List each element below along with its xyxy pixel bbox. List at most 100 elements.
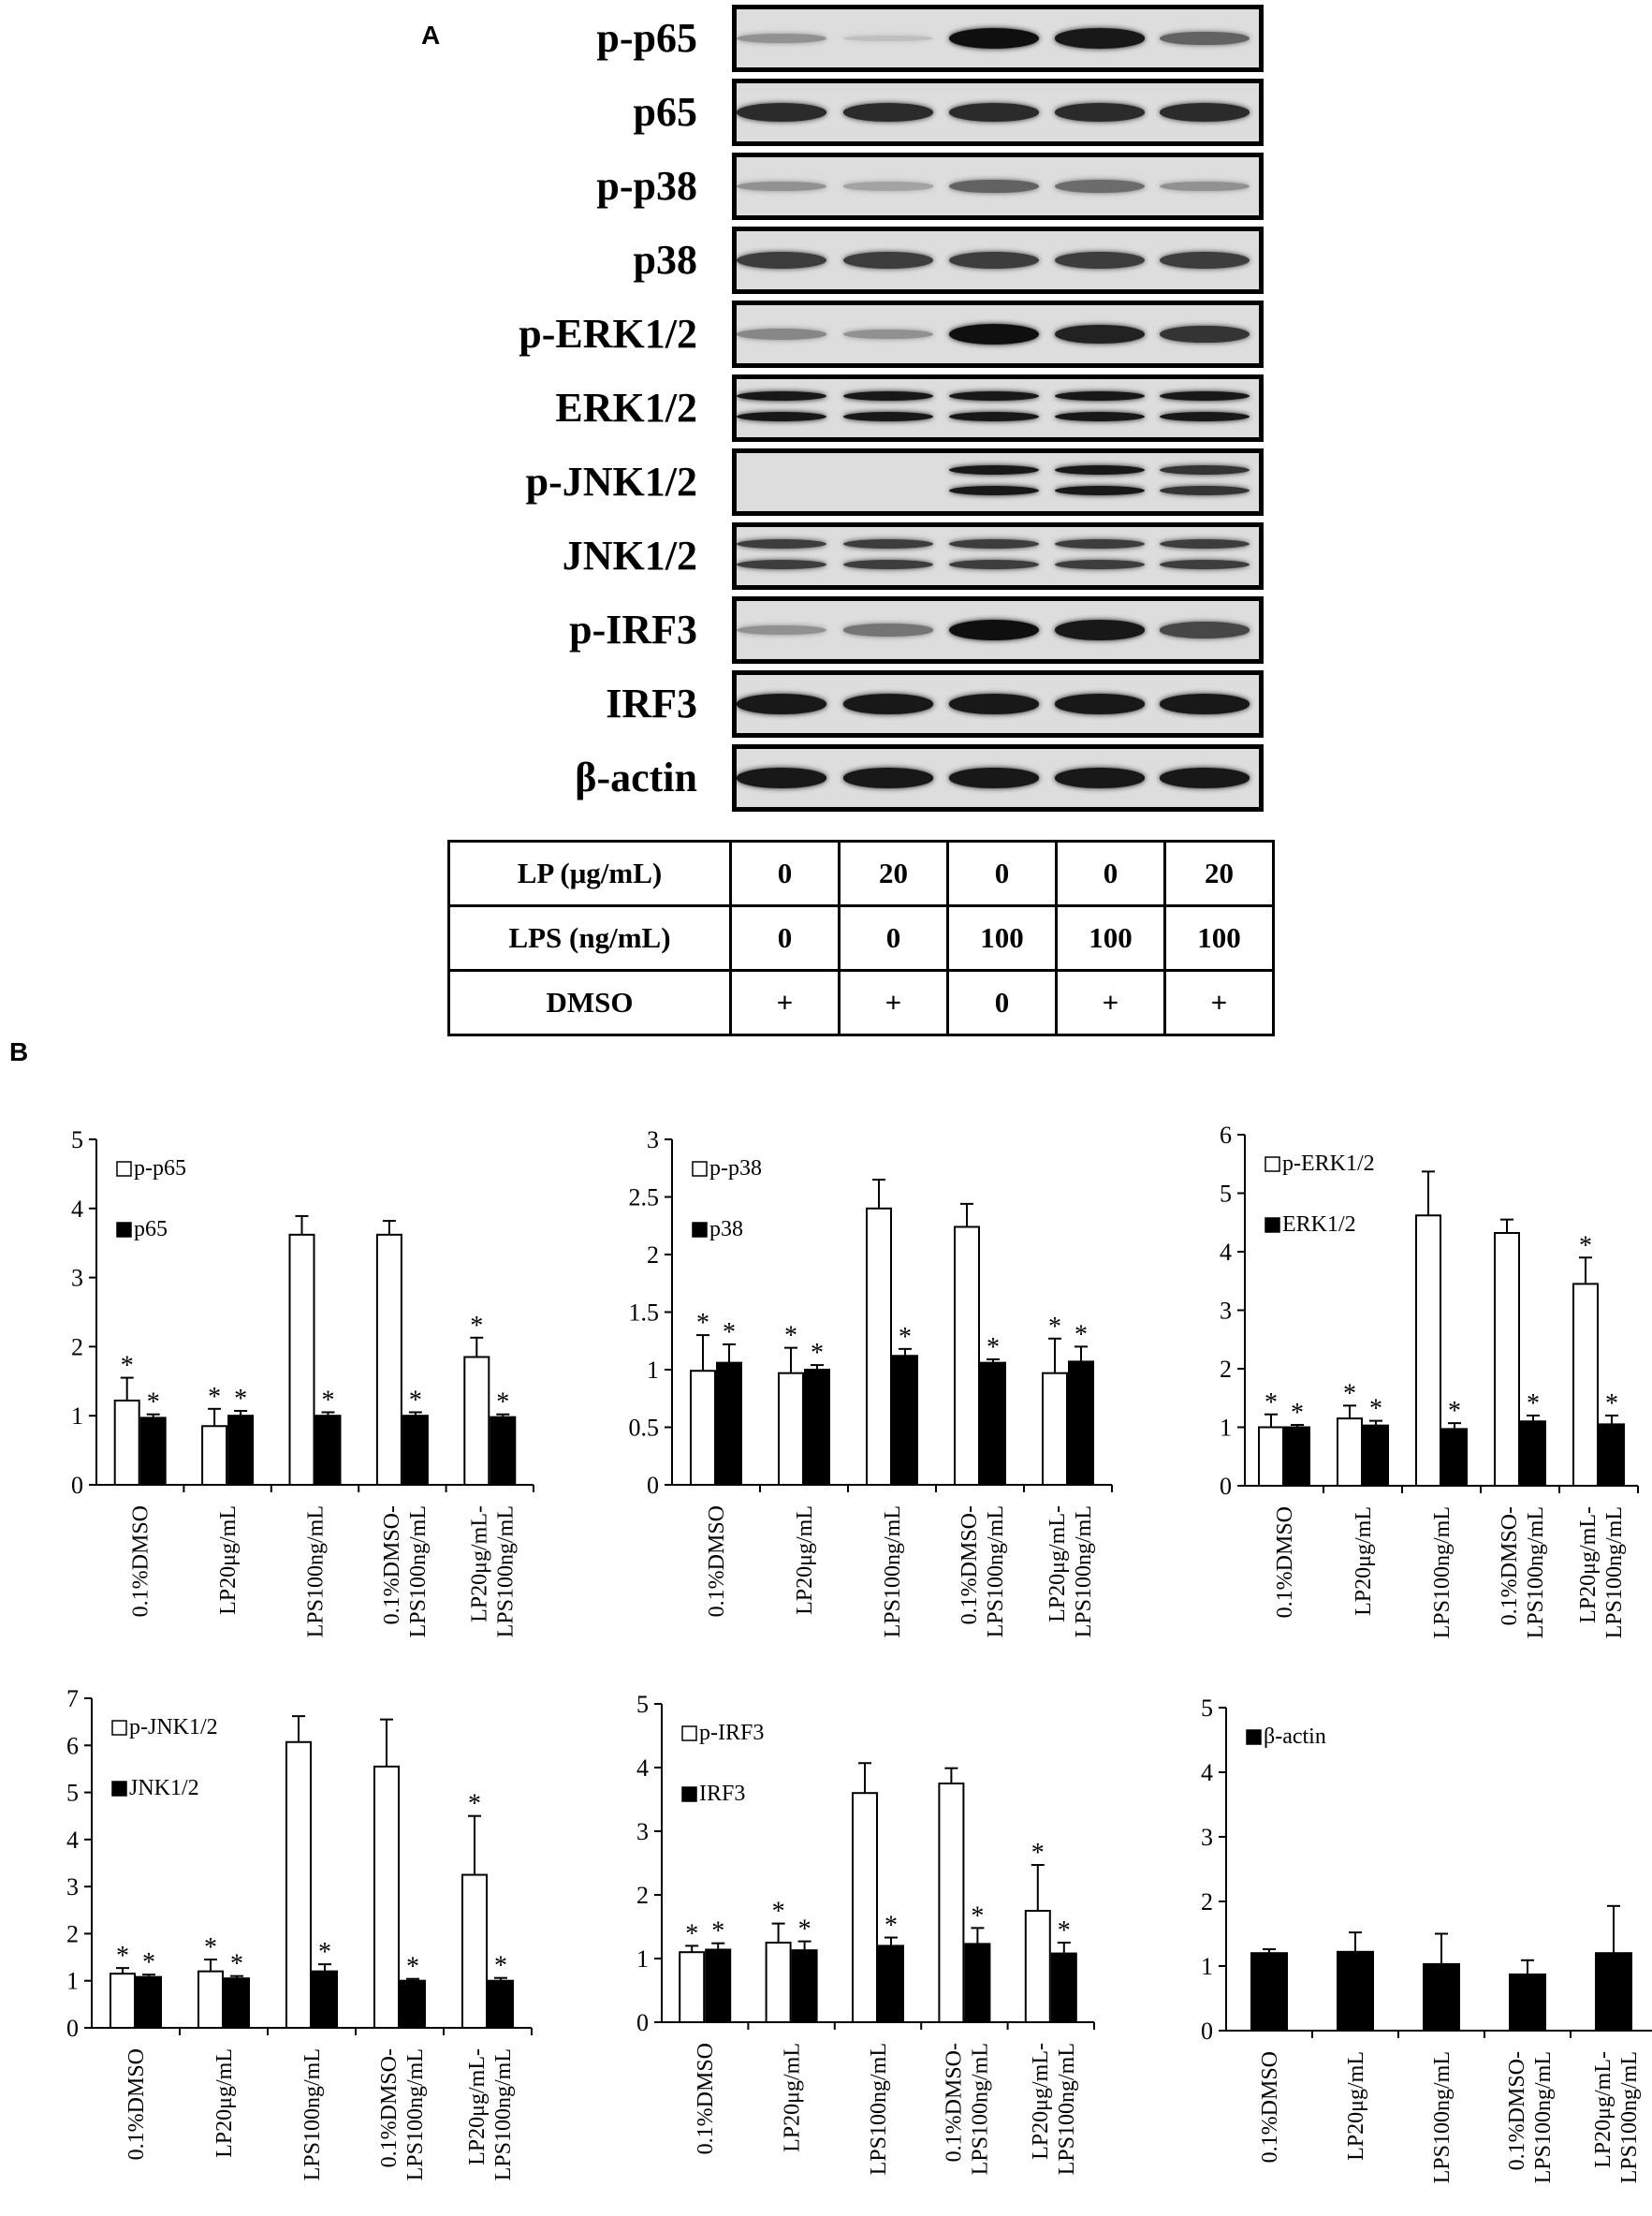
significance-star: * <box>1048 1313 1061 1342</box>
bar <box>938 1783 965 2023</box>
blot-band <box>1160 181 1250 192</box>
significance-star: * <box>811 1339 824 1368</box>
blot-band <box>1055 103 1145 122</box>
blot-label: p-IRF3 <box>569 607 697 653</box>
blot-band <box>949 485 1039 495</box>
blot-band <box>737 329 826 340</box>
y-tick-label: 4 <box>1220 1239 1232 1266</box>
significance-star: * <box>142 1948 155 1977</box>
bar <box>1024 1910 1051 2023</box>
table-row-label: LP (μg/mL) <box>447 840 732 907</box>
table-cell: 20 <box>1163 840 1275 907</box>
blot-band <box>949 465 1039 476</box>
blot-band <box>1160 485 1250 495</box>
y-tick-label: 2.5 <box>629 1184 660 1211</box>
bar <box>139 1416 167 1486</box>
y-tick-label: 3 <box>66 1873 79 1900</box>
legend-swatch <box>692 1222 708 1238</box>
bar <box>1050 1952 1077 2023</box>
significance-star: * <box>1605 1389 1618 1418</box>
x-tick-label: LP20μg/mL <box>1352 1506 1376 1616</box>
bar <box>1441 1428 1468 1487</box>
table-cell: 100 <box>946 904 1058 972</box>
legend-swatch <box>681 1786 697 1802</box>
blot-band <box>949 620 1039 640</box>
blot-label: p65 <box>633 89 697 135</box>
blot-strip <box>732 522 1264 590</box>
blot-band <box>1055 180 1145 193</box>
bar-chart: 0 0.5 1 1.5 2 2.5 3 0.1%DMSO LP20μg/mL LPS100ng/m… <box>629 1126 1113 1637</box>
blot-band <box>843 768 933 788</box>
blot-band <box>949 539 1039 550</box>
blot-band <box>949 391 1039 402</box>
y-tick-label: 2 <box>636 1882 649 1909</box>
blot-band <box>1160 325 1250 344</box>
bar <box>1599 1423 1625 1487</box>
bar <box>1337 1950 1374 2033</box>
blot-band <box>843 182 933 191</box>
blot-band <box>1160 31 1250 46</box>
bar-chart: 0 1 2 3 4 5 6 0.1%DMSO LP20μg/mL LPS100ng/mL 0.1%D… <box>1220 1122 1639 1638</box>
significance-star: * <box>723 1318 736 1347</box>
bar <box>1520 1420 1546 1487</box>
significance-star: * <box>406 1953 419 1982</box>
blot-band <box>843 411 933 421</box>
bar <box>314 1415 342 1487</box>
significance-star: * <box>1058 1916 1071 1945</box>
bar <box>954 1225 980 1486</box>
x-tick-label: 0.1%DMSO <box>124 2048 149 2160</box>
blot-strip <box>732 670 1264 738</box>
blot-label: β-actin <box>575 755 697 800</box>
y-tick-label: 5 <box>71 1126 83 1153</box>
blot-band <box>1055 252 1145 269</box>
x-tick-label: LPS100ng/mL <box>1430 2051 1455 2183</box>
bar <box>312 1970 338 2030</box>
y-tick-label: 3 <box>71 1265 83 1292</box>
blot-band <box>1160 103 1250 122</box>
blot-band <box>1055 539 1145 550</box>
blot-band <box>737 539 826 550</box>
legend-swatch <box>681 1725 697 1741</box>
significance-star: * <box>1579 1231 1592 1260</box>
x-tick-label: 0.1%DMSO-LPS100ng/mL <box>942 2043 992 2175</box>
y-tick-label: 5 <box>66 1780 79 1807</box>
y-tick-label: 2 <box>1220 1356 1232 1383</box>
y-tick-label: 6 <box>1220 1122 1232 1149</box>
y-tick-label: 3 <box>636 1818 649 1845</box>
table-cell: 0 <box>1055 840 1166 907</box>
bar <box>488 1979 514 2030</box>
x-tick-label: LP20μg/mL-LPS100ng/mL <box>1029 2043 1079 2175</box>
y-tick-label: 2 <box>647 1241 659 1269</box>
blot-band <box>1055 391 1145 402</box>
y-tick-label: 1 <box>66 1968 79 1995</box>
blot-band <box>843 624 933 637</box>
blot-label: p-ERK1/2 <box>519 311 697 357</box>
legend-swatch <box>1246 1729 1262 1745</box>
legend-label: JNK1/2 <box>129 1776 199 1800</box>
y-tick-label: 0 <box>647 1472 659 1499</box>
blot-band <box>737 391 826 402</box>
blot-band <box>949 179 1039 194</box>
blot-band <box>949 324 1039 345</box>
blot-band <box>1160 391 1250 402</box>
bar <box>285 1740 312 2029</box>
y-tick-label: 0.5 <box>629 1415 660 1442</box>
blot-band <box>1160 559 1250 569</box>
blot-band <box>737 624 826 636</box>
table-cell: + <box>838 969 949 1036</box>
y-tick-label: 5 <box>636 1691 649 1718</box>
blot-band <box>1160 768 1250 788</box>
bar <box>1509 1973 1546 2032</box>
legend-swatch <box>1265 1217 1280 1233</box>
bar <box>490 1416 517 1486</box>
significance-star: * <box>784 1322 797 1351</box>
y-tick-label: 4 <box>66 1827 79 1854</box>
y-tick-label: 3 <box>647 1126 659 1153</box>
y-tick-label: 3 <box>1201 1824 1213 1851</box>
bar <box>866 1207 892 1487</box>
blot-label: ERK1/2 <box>555 385 697 431</box>
x-tick-label: 0.1%DMSO-LPS100ng/mL <box>1498 1506 1548 1638</box>
significance-star: * <box>322 1387 335 1416</box>
blot-band <box>1055 620 1145 640</box>
bar <box>791 1949 818 2023</box>
